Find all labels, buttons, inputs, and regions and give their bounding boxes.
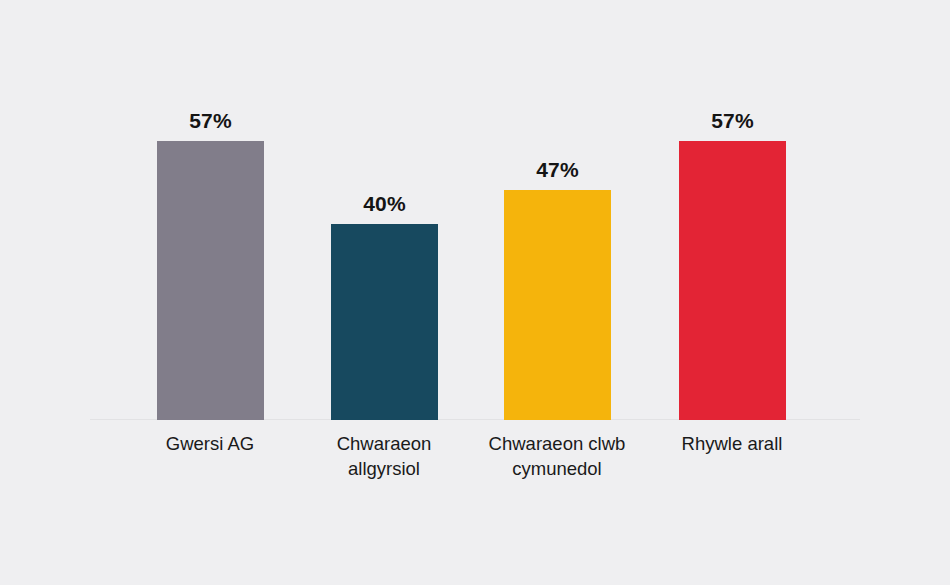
bar-group-gwersi-ag: 57%: [157, 109, 264, 420]
bar-value-label: 57%: [189, 109, 232, 133]
bar-chart: 57% 40% 47% 57% Gwersi AG Chwaraeon allg…: [0, 0, 950, 585]
bar-value-label: 40%: [363, 192, 406, 216]
category-label-chwaraeon-clwb-cymunedol: Chwaraeon clwb cymunedol: [475, 431, 639, 481]
bar-group-chwaraeon-allgyrsiol: 40%: [331, 192, 438, 420]
category-label-gwersi-ag: Gwersi AG: [128, 431, 292, 456]
bar-chwaraeon-allgyrsiol: [331, 224, 438, 420]
bar-group-rhywle-arall: 57%: [679, 109, 786, 420]
bar-value-label: 57%: [711, 109, 754, 133]
bar-group-chwaraeon-clwb-cymunedol: 47%: [504, 158, 611, 420]
bar-chwaraeon-clwb-cymunedol: [504, 190, 611, 420]
category-label-chwaraeon-allgyrsiol: Chwaraeon allgyrsiol: [302, 431, 466, 481]
bar-rhywle-arall: [679, 141, 786, 420]
bar-value-label: 47%: [536, 158, 579, 182]
bar-gwersi-ag: [157, 141, 264, 420]
category-label-rhywle-arall: Rhywle arall: [650, 431, 814, 456]
